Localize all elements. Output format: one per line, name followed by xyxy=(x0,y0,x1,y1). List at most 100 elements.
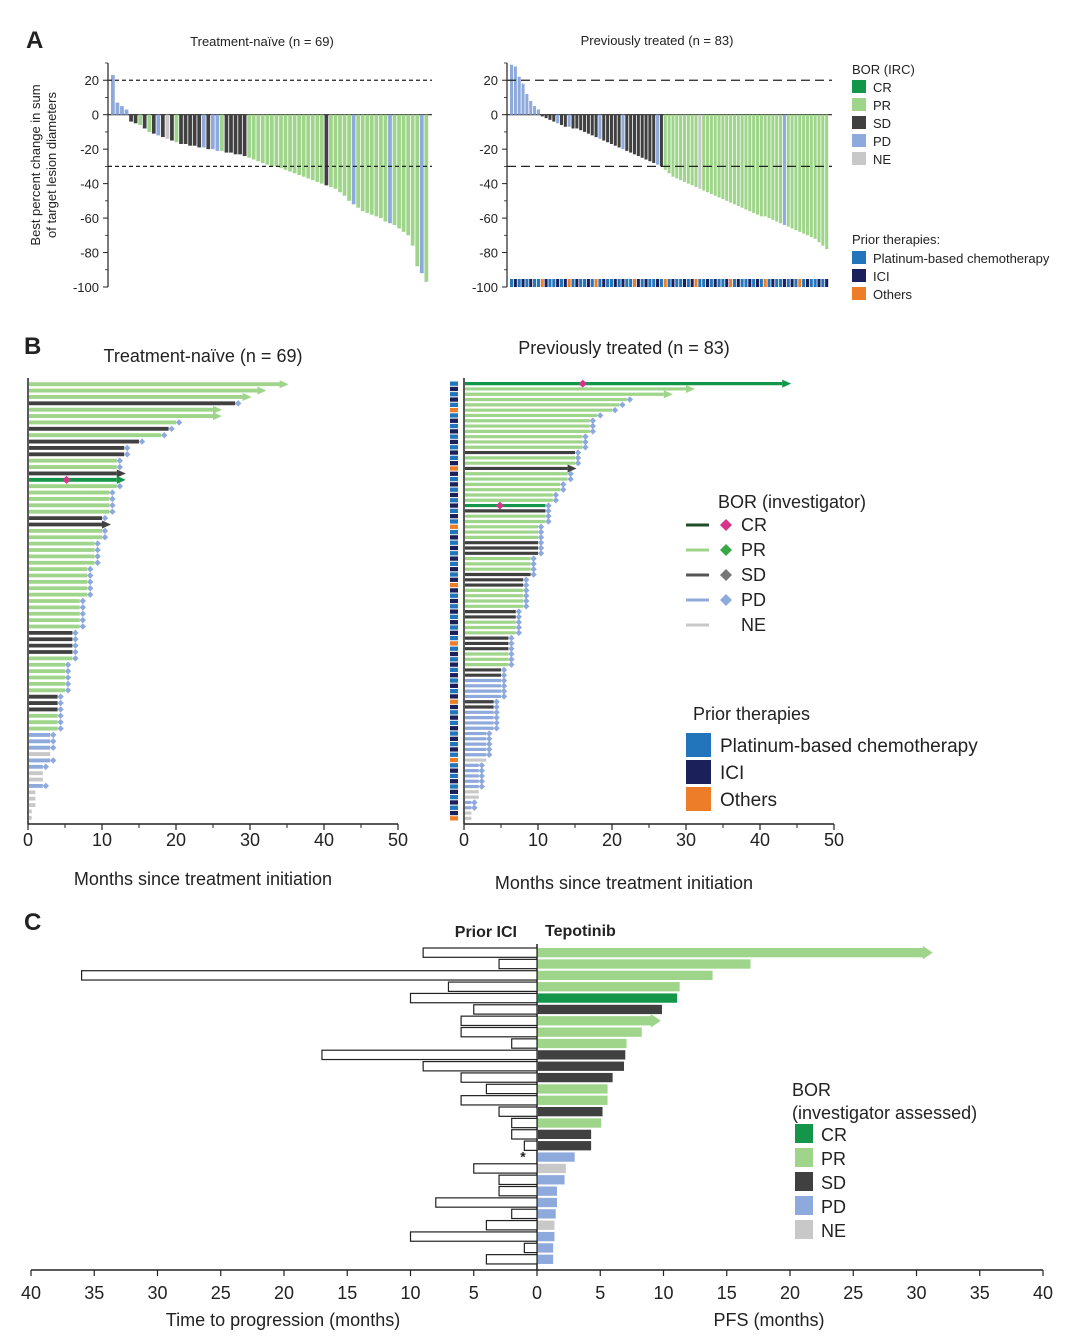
progression-marker xyxy=(567,470,574,477)
prior-therapy-cell xyxy=(510,279,514,287)
x-tick-label: 35 xyxy=(970,1283,990,1303)
prior-ici-bar xyxy=(498,1174,538,1186)
progression-marker xyxy=(619,401,626,409)
y-tick-label: -20 xyxy=(80,142,99,157)
waterfall-bar xyxy=(821,114,825,246)
waterfall-bar xyxy=(706,114,710,193)
prior-therapy-cell xyxy=(794,279,798,287)
progression-marker xyxy=(101,514,109,522)
waterfall-bar xyxy=(529,100,533,115)
prior-swatch xyxy=(852,269,866,282)
waterfall-bar xyxy=(156,114,161,136)
progression-marker xyxy=(116,457,123,464)
progression-marker xyxy=(582,444,589,451)
prior-therapy-cell xyxy=(817,279,821,287)
panel-a-letter: A xyxy=(26,27,43,54)
waterfall-bar xyxy=(319,114,324,184)
x-tick-label: 30 xyxy=(147,1283,167,1303)
prior-ici-bar xyxy=(460,1026,538,1038)
waterfall-bar xyxy=(817,114,821,243)
prior-ici-bar xyxy=(473,1163,538,1174)
progression-marker xyxy=(523,587,530,594)
progression-marker xyxy=(567,475,574,483)
x-tick-label: 50 xyxy=(824,830,844,850)
prior-therapy-cell xyxy=(450,614,458,620)
panel-b-right-title: Previously treated (n = 83) xyxy=(518,338,730,358)
waterfall-bar xyxy=(752,114,756,213)
waterfall-bar xyxy=(586,114,590,134)
progression-marker xyxy=(508,634,515,642)
prior-therapy-cell xyxy=(690,279,694,287)
prior-ici-bar xyxy=(409,992,538,1004)
progression-marker xyxy=(523,592,530,599)
waterfall-bar xyxy=(671,114,675,177)
prior-therapy-cell xyxy=(732,279,736,287)
prior-therapy-cell xyxy=(813,279,817,287)
prior-ici-bar xyxy=(523,1140,538,1151)
legend-label-cr: CR xyxy=(741,515,767,535)
ongoing-arrow xyxy=(279,380,289,389)
prior-swatch xyxy=(852,251,866,264)
progression-marker xyxy=(493,703,500,711)
prior-therapy-cell xyxy=(450,402,458,408)
waterfall-bar xyxy=(288,114,292,172)
prior-therapy-cell xyxy=(450,773,458,779)
prior-therapy-cell xyxy=(450,561,458,567)
progression-marker xyxy=(530,571,537,578)
waterfall-bar xyxy=(559,114,564,126)
progression-marker xyxy=(523,581,530,589)
prior-therapy-cell xyxy=(450,635,458,641)
prior-label: ICI xyxy=(720,763,744,784)
waterfall-bar xyxy=(279,114,283,169)
waterfall-bar xyxy=(179,114,183,144)
waterfall-bar xyxy=(698,114,702,189)
progression-marker xyxy=(79,623,86,630)
progression-marker xyxy=(50,731,57,739)
legend-label-sd: SD xyxy=(741,565,766,585)
x-tick-label: 0 xyxy=(23,830,33,850)
legend-swatch-sd xyxy=(852,116,866,129)
prior-therapy-cell xyxy=(450,720,458,726)
waterfall-bar xyxy=(802,114,806,234)
prior-therapy-cell xyxy=(450,662,458,667)
prior-therapy-cell xyxy=(644,279,648,287)
waterfall-bar xyxy=(329,114,333,188)
prior-swatch xyxy=(686,760,711,784)
prior-therapy-cell xyxy=(450,726,458,731)
prior-therapy-cell xyxy=(529,279,533,287)
progression-marker xyxy=(109,508,116,515)
waterfall-bar xyxy=(682,114,686,182)
ongoing-arrow xyxy=(213,412,222,421)
waterfall-bar xyxy=(606,114,610,143)
progression-marker xyxy=(545,518,552,525)
legend-swatch-pd xyxy=(852,134,866,147)
panel-b-letter: B xyxy=(24,333,41,360)
prior-therapy-cell xyxy=(786,279,790,287)
waterfall-bar xyxy=(621,114,625,150)
prior-therapy-cell xyxy=(450,731,458,736)
prior-therapy-cell xyxy=(567,279,571,287)
progression-marker xyxy=(57,693,64,700)
progression-marker xyxy=(57,712,64,719)
prior-ici-bar xyxy=(460,1095,538,1106)
x-tick-label: 25 xyxy=(211,1283,231,1303)
prior-therapy-cell xyxy=(609,279,613,287)
tepotinib-bar xyxy=(538,993,678,1003)
prior-ici-bar xyxy=(485,1083,538,1095)
prior-label: ICI xyxy=(873,269,890,284)
prior-therapy-cell xyxy=(779,279,783,287)
prior-therapy-cell xyxy=(721,279,725,287)
x-tick-label: 50 xyxy=(388,830,408,850)
waterfall-bar xyxy=(333,114,338,189)
prior-therapy-cell xyxy=(602,279,606,287)
tepotinib-bar xyxy=(538,1016,652,1026)
prior-therapy-cell xyxy=(821,279,825,287)
progression-marker xyxy=(72,655,79,662)
tepotinib-bar xyxy=(538,1107,603,1117)
progression-marker xyxy=(42,763,49,770)
legend-swatch-pd xyxy=(795,1196,813,1215)
waterfall-bar xyxy=(636,114,640,157)
waterfall-bar xyxy=(270,114,274,167)
prior-therapy-cell xyxy=(450,651,458,657)
x-tick-label: 40 xyxy=(314,830,334,850)
